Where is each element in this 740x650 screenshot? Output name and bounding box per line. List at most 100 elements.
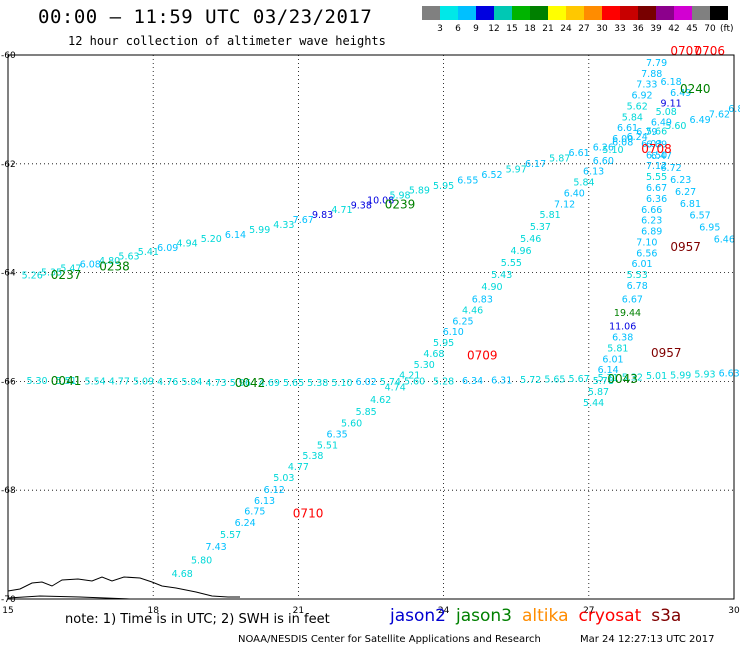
swh-value: 5.96 xyxy=(230,378,251,389)
swh-value: 5.46 xyxy=(520,234,541,245)
swh-value: 5.26 xyxy=(22,271,43,282)
swh-value: 5.99 xyxy=(670,371,691,382)
longitude-label: 27 xyxy=(583,606,594,616)
swh-value: 6.61 xyxy=(617,123,638,134)
swh-value: 6.27 xyxy=(675,187,696,198)
swh-value: 5.10 xyxy=(331,378,352,389)
swh-value: 5.65 xyxy=(283,378,304,389)
swh-value: 5.84 xyxy=(573,178,594,189)
swh-value: 6.72 xyxy=(661,163,682,174)
latitude-label: -62 xyxy=(1,160,16,170)
swh-value: 6.83 xyxy=(472,295,493,306)
swh-value: 9.11 xyxy=(661,99,682,110)
swh-value: 6.78 xyxy=(627,281,648,292)
swh-value: 6.36 xyxy=(646,194,667,205)
swh-value: 5.78 xyxy=(593,376,614,387)
swh-value: 5.03 xyxy=(273,473,294,484)
swh-value: 5.28 xyxy=(433,377,454,388)
swh-value: 19.44 xyxy=(614,308,641,319)
swh-value: 5.60 xyxy=(341,419,362,430)
swh-value: 5.60 xyxy=(404,377,425,388)
swh-value: 4.21 xyxy=(399,371,420,382)
swh-value: 4.68 xyxy=(423,349,444,360)
swh-value: 6.81 xyxy=(680,199,701,210)
swh-value: 5.30 xyxy=(414,360,435,371)
latitude-label: -70 xyxy=(1,595,16,605)
swh-value: 5.57 xyxy=(220,530,241,541)
swh-value: 5.38 xyxy=(302,451,323,462)
swh-value: 6.63 xyxy=(719,369,740,380)
swh-value: 6.31 xyxy=(491,376,512,387)
swh-value: 4.69 xyxy=(259,378,280,389)
pass-time-label: 0708 xyxy=(641,142,672,156)
map-frame xyxy=(7,54,735,600)
legend-swatch xyxy=(422,6,440,20)
latitude-label: -66 xyxy=(1,377,16,387)
color-scale-legend: 3 6 9 12 15 18 21 24 27 30 33 36 39 42 45 70 (ft) xyxy=(422,6,734,34)
coastline-path xyxy=(7,595,131,600)
latitude-label: -68 xyxy=(1,486,16,496)
pass-time-label: 0709 xyxy=(467,349,498,363)
swh-value: 5.87 xyxy=(588,387,609,398)
pass-time-label: 0239 xyxy=(385,197,416,211)
swh-value: 6.66 xyxy=(641,205,662,216)
pass-time-label: 0710 xyxy=(293,506,324,520)
swh-value: 6.47 xyxy=(651,151,672,162)
swh-value: 4.73 xyxy=(206,378,227,389)
swh-value: 6.10 xyxy=(443,327,464,338)
swh-value: 5.63 xyxy=(118,252,139,263)
swh-value: 5.53 xyxy=(627,270,648,281)
map-grid xyxy=(8,55,734,599)
swh-value: 5.84 xyxy=(622,112,643,123)
swh-value: 11.06 xyxy=(609,322,636,333)
swh-value: 6.08 xyxy=(612,137,633,148)
swh-value: 6.01 xyxy=(631,259,652,270)
legend-tick-label: 18 xyxy=(524,24,536,34)
swh-value: 7.12 xyxy=(554,199,575,210)
swh-value: 4.77 xyxy=(288,462,309,473)
legend-swatch xyxy=(584,6,602,20)
longitude-label: 24 xyxy=(438,606,450,616)
latitude-label: -64 xyxy=(1,269,16,279)
swh-value: 9.83 xyxy=(312,210,333,221)
legend-tick-label: 33 xyxy=(614,24,625,34)
swh-value: 6.52 xyxy=(481,170,502,181)
legend-swatch xyxy=(548,6,566,20)
swh-value: 9.38 xyxy=(351,200,372,211)
satellite-legend: jason2 jason3 altika cryosat s3a xyxy=(390,606,691,626)
satellite-name-cryosat: cryosat xyxy=(578,606,642,626)
swh-value: 4.94 xyxy=(177,238,198,249)
swh-value: 5.65 xyxy=(544,374,565,385)
legend-swatch xyxy=(494,6,512,20)
swh-value: 6.57 xyxy=(690,211,711,222)
coastline-path xyxy=(7,576,240,598)
page-title: 00:00 – 11:59 UTC 03/23/2017 xyxy=(38,6,373,28)
swh-value: 5.08 xyxy=(656,107,677,118)
swh-value: 6.13 xyxy=(254,496,275,507)
swh-value: 5.95 xyxy=(433,181,454,192)
swh-value: 6.61 xyxy=(569,148,590,159)
swh-value: 6.89 xyxy=(641,227,662,238)
swh-value: 5.93 xyxy=(694,370,715,381)
swh-value: 6.49 xyxy=(651,118,672,129)
pass-time-label: 0043 xyxy=(607,372,638,386)
longitude-label: 15 xyxy=(2,606,13,616)
swh-value: 6.46 xyxy=(714,235,735,246)
swh-value: 6.92 xyxy=(631,91,652,102)
swh-value: 5.30 xyxy=(26,376,47,387)
swh-value: 6.09 xyxy=(157,243,178,254)
swh-value: 5.84 xyxy=(181,377,202,388)
swh-value: 6.38 xyxy=(612,333,633,344)
swh-value: 6.79 xyxy=(636,127,657,138)
altimeter-tracks: 5.265.355.476.084.805.635.416.094.94 5.20… xyxy=(22,58,740,580)
swh-value: 7.62 xyxy=(709,110,730,121)
coastline xyxy=(7,576,240,600)
swh-value: 6.67 xyxy=(646,183,667,194)
pass-time-label: 0042 xyxy=(235,376,266,390)
swh-value: 4.68 xyxy=(172,569,193,580)
swh-value: 5.89 xyxy=(409,186,430,197)
swh-value: 7.79 xyxy=(646,58,667,69)
swh-value: 5.81 xyxy=(540,210,561,221)
swh-value: 5.66 xyxy=(646,126,667,137)
